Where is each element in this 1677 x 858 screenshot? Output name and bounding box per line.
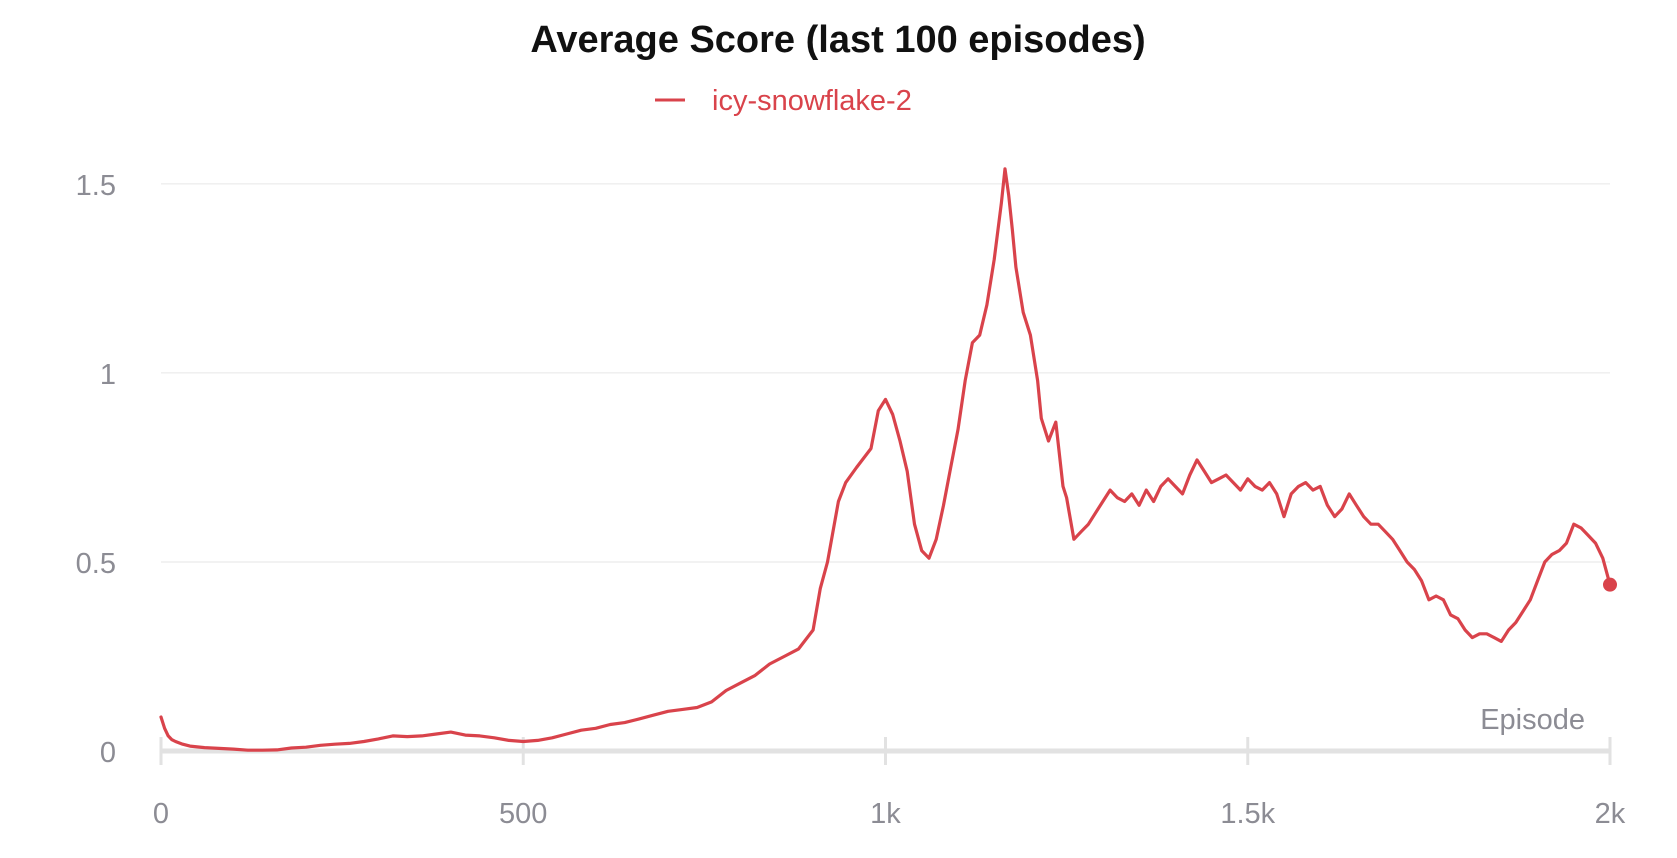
y-tick-label: 1: [100, 359, 116, 391]
legend: icy-snowflake-2: [655, 85, 912, 117]
y-tick-label: 0.5: [76, 548, 116, 580]
x-tick-label: 2k: [1595, 798, 1626, 830]
x-axis-ticks: 0 500 1k 1.5k 2k: [153, 737, 1626, 830]
y-tick-label: 1.5: [76, 170, 116, 202]
series-layer: [159, 167, 1617, 752]
x-tick-label: 0: [153, 798, 169, 830]
y-tick-label: 0: [100, 737, 116, 769]
x-axis-title: Episode: [1480, 704, 1585, 736]
x-tick-label: 500: [499, 798, 547, 830]
legend-label: icy-snowflake-2: [712, 85, 912, 117]
x-tick-label: 1.5k: [1220, 798, 1275, 830]
grid-lines: [161, 183, 1610, 563]
series-end-point: [1603, 577, 1617, 592]
y-axis-ticks: 0 0.5 1 1.5: [76, 170, 116, 769]
series-line-icy-snowflake-2: [159, 167, 1612, 752]
chart-title: Average Score (last 100 episodes): [530, 19, 1145, 61]
x-tick-label: 1k: [870, 798, 901, 830]
